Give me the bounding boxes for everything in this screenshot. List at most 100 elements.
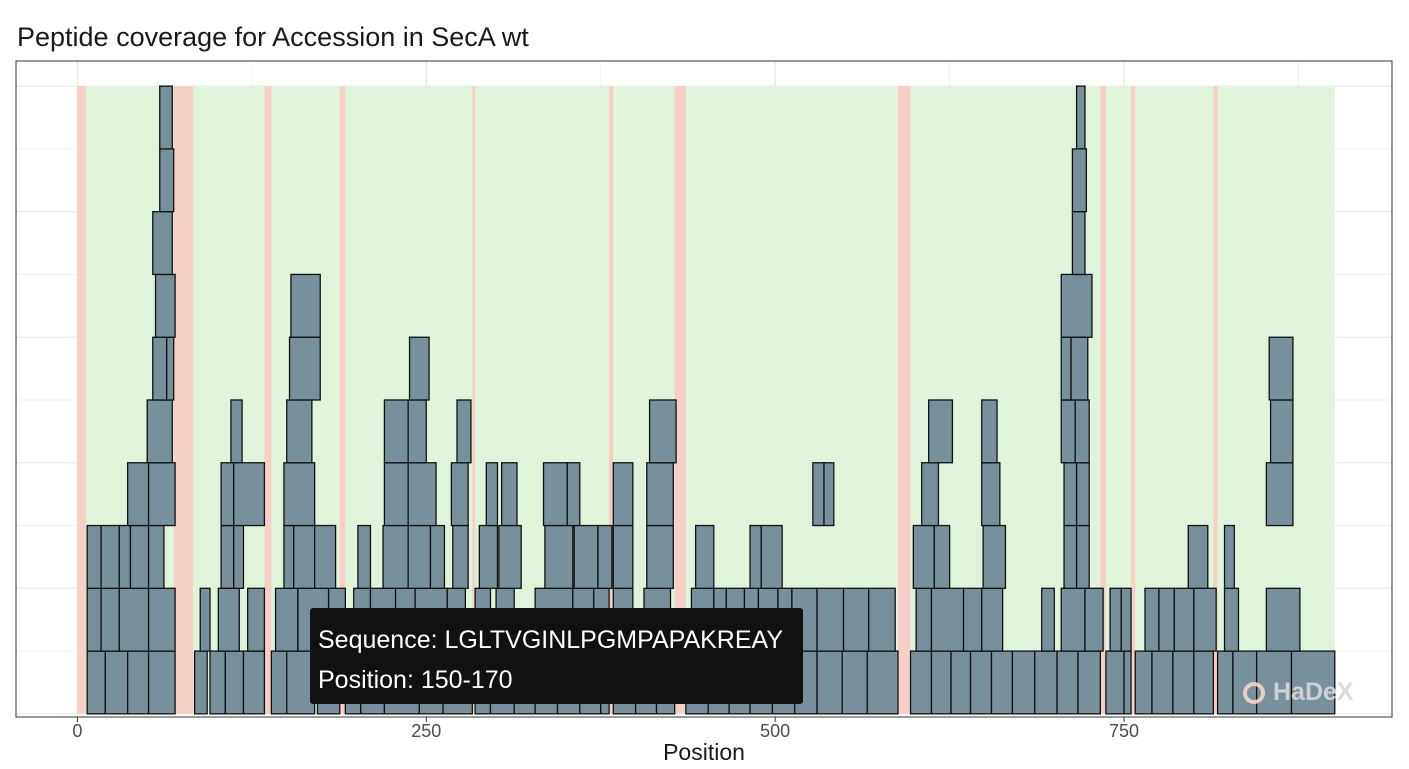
peptide-bar[interactable] bbox=[1172, 650, 1195, 715]
peptide-bar[interactable] bbox=[159, 85, 173, 150]
peptide-bar[interactable] bbox=[646, 524, 674, 589]
peptide-bar[interactable] bbox=[1071, 211, 1086, 276]
peptide-bar[interactable] bbox=[930, 650, 952, 715]
peptide-bar[interactable] bbox=[286, 399, 313, 464]
peptide-bar[interactable] bbox=[274, 587, 299, 652]
peptide-bar[interactable] bbox=[86, 524, 102, 589]
peptide-bar[interactable] bbox=[981, 587, 1004, 652]
peptide-bar[interactable] bbox=[928, 399, 954, 464]
peptide-bar[interactable] bbox=[100, 524, 120, 589]
peptide-bar[interactable] bbox=[921, 462, 940, 527]
peptide-bar[interactable] bbox=[118, 524, 132, 589]
peptide-bar[interactable] bbox=[217, 587, 240, 652]
peptide-bar[interactable] bbox=[408, 336, 430, 401]
peptide-bar[interactable] bbox=[118, 587, 150, 652]
peptide-bar[interactable] bbox=[1120, 587, 1132, 652]
peptide-bar[interactable] bbox=[1075, 524, 1090, 589]
peptide-bar[interactable] bbox=[1060, 336, 1072, 401]
peptide-bar[interactable] bbox=[357, 524, 372, 589]
peptide-bar[interactable] bbox=[100, 587, 120, 652]
peptide-bar[interactable] bbox=[147, 587, 176, 652]
peptide-bar[interactable] bbox=[485, 462, 499, 527]
peptide-bar[interactable] bbox=[1158, 587, 1175, 652]
peptide-bar[interactable] bbox=[230, 399, 243, 464]
peptide-bar[interactable] bbox=[1173, 587, 1195, 652]
peptide-bar[interactable] bbox=[1123, 650, 1132, 715]
peptide-bar[interactable] bbox=[288, 336, 321, 401]
peptide-bar[interactable] bbox=[962, 587, 983, 652]
peptide-bar[interactable] bbox=[1216, 650, 1234, 715]
peptide-bar[interactable] bbox=[930, 587, 965, 652]
peptide-bar[interactable] bbox=[86, 587, 102, 652]
peptide-bar[interactable] bbox=[126, 462, 150, 527]
peptide-bar[interactable] bbox=[1109, 587, 1122, 652]
peptide-bar[interactable] bbox=[478, 524, 499, 589]
peptide-bar[interactable] bbox=[597, 524, 613, 589]
peptide-bar[interactable] bbox=[1011, 650, 1036, 715]
peptide-bar[interactable] bbox=[1265, 462, 1294, 527]
peptide-bar[interactable] bbox=[129, 524, 150, 589]
peptide-bar[interactable] bbox=[1070, 336, 1089, 401]
peptide-bar[interactable] bbox=[456, 399, 472, 464]
peptide-bar[interactable] bbox=[86, 650, 106, 715]
peptide-bar[interactable] bbox=[209, 650, 226, 715]
peptide-bar[interactable] bbox=[313, 524, 337, 589]
peptide-bar[interactable] bbox=[1265, 587, 1301, 652]
peptide-bar[interactable] bbox=[573, 524, 599, 589]
peptide-bar[interactable] bbox=[152, 211, 173, 276]
peptide-bar[interactable] bbox=[220, 524, 235, 589]
peptide-bar[interactable] bbox=[812, 462, 825, 527]
peptide-bar[interactable] bbox=[193, 650, 208, 715]
peptide-bar[interactable] bbox=[1193, 650, 1215, 715]
peptide-bar[interactable] bbox=[429, 524, 446, 589]
peptide-bar[interactable] bbox=[1071, 148, 1088, 213]
peptide-bar[interactable] bbox=[233, 524, 245, 589]
peptide-bar[interactable] bbox=[224, 650, 245, 715]
peptide-bar[interactable] bbox=[544, 524, 574, 589]
peptide-bar[interactable] bbox=[816, 587, 845, 652]
peptide-bar[interactable] bbox=[1223, 524, 1235, 589]
peptide-bar[interactable] bbox=[823, 462, 835, 527]
peptide-bar[interactable] bbox=[147, 650, 176, 715]
peptide-bar[interactable] bbox=[452, 524, 469, 589]
peptide-bar[interactable] bbox=[1268, 336, 1294, 401]
peptide-bar[interactable] bbox=[1063, 462, 1078, 527]
peptide-bar[interactable] bbox=[982, 524, 1007, 589]
peptide-bar[interactable] bbox=[500, 462, 518, 527]
peptide-bar[interactable] bbox=[382, 524, 409, 589]
peptide-bar[interactable] bbox=[383, 462, 409, 527]
peptide-bar[interactable] bbox=[233, 462, 266, 527]
peptide-bar[interactable] bbox=[407, 399, 427, 464]
peptide-bar[interactable] bbox=[915, 587, 933, 652]
peptide-bar[interactable] bbox=[1074, 399, 1090, 464]
peptide-bar[interactable] bbox=[981, 399, 998, 464]
peptide-bar[interactable] bbox=[220, 462, 235, 527]
peptide-bar[interactable] bbox=[612, 462, 634, 527]
peptide-bar[interactable] bbox=[1290, 650, 1336, 715]
peptide-bar[interactable] bbox=[242, 650, 266, 715]
peptide-bar[interactable] bbox=[1075, 85, 1086, 150]
peptide-bar[interactable] bbox=[146, 399, 173, 464]
peptide-bar[interactable] bbox=[646, 462, 674, 527]
peptide-bar[interactable] bbox=[841, 650, 868, 715]
peptide-bar[interactable] bbox=[290, 273, 321, 338]
peptide-bar[interactable] bbox=[1223, 587, 1240, 652]
peptide-bar[interactable] bbox=[126, 650, 150, 715]
peptide-bar[interactable] bbox=[407, 462, 437, 527]
peptide-bar[interactable] bbox=[407, 524, 432, 589]
peptide-bar[interactable] bbox=[147, 524, 165, 589]
peptide-bar[interactable] bbox=[1151, 650, 1174, 715]
peptide-bar[interactable] bbox=[1144, 587, 1160, 652]
peptide-bar[interactable] bbox=[912, 524, 935, 589]
peptide-bar[interactable] bbox=[950, 650, 972, 715]
peptide-bar[interactable] bbox=[648, 399, 677, 464]
peptide-bar[interactable] bbox=[542, 462, 568, 527]
peptide-bar[interactable] bbox=[1105, 650, 1125, 715]
peptide-bar[interactable] bbox=[1193, 587, 1217, 652]
peptide-bar[interactable] bbox=[1041, 587, 1055, 652]
peptide-bar[interactable] bbox=[760, 524, 783, 589]
peptide-bar[interactable] bbox=[1084, 587, 1104, 652]
peptide-bar[interactable] bbox=[1056, 650, 1079, 715]
peptide-bar[interactable] bbox=[159, 148, 175, 213]
peptide-bar[interactable] bbox=[969, 650, 993, 715]
